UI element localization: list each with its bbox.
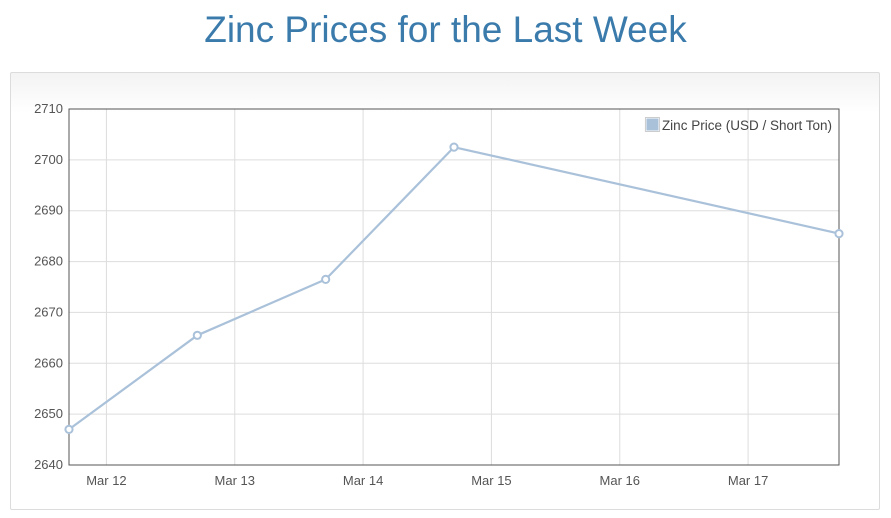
data-point[interactable]	[834, 229, 844, 239]
series-line	[68, 146, 840, 431]
x-tick-label: Mar 13	[215, 473, 255, 488]
plot-area-frame	[68, 108, 840, 466]
grid-lines	[69, 109, 839, 465]
x-tick-label: Mar 16	[600, 473, 640, 488]
chart-panel: 2640 2650 2660 2670 2680 2690 2700 2710 Mar 12 M…	[10, 72, 880, 510]
x-tick-label: Mar 12	[86, 473, 126, 488]
y-tick-label: 2700	[34, 152, 63, 167]
x-tick-label: Mar 15	[471, 473, 511, 488]
page-title: Zinc Prices for the Last Week	[204, 9, 687, 50]
y-tick-label: 2660	[34, 355, 63, 370]
y-tick-label: 2710	[34, 101, 63, 116]
x-tick-label: Mar 14	[343, 473, 383, 488]
legend-swatch	[645, 117, 660, 132]
y-tick-label: 2680	[34, 254, 63, 269]
data-point[interactable]	[64, 424, 74, 434]
legend-label: Zinc Price (USD / Short Ton)	[662, 118, 832, 133]
y-tick-label: 2690	[34, 203, 63, 218]
data-point[interactable]	[192, 330, 202, 340]
data-point[interactable]	[449, 142, 459, 152]
x-tick-label: Mar 17	[728, 473, 768, 488]
legend-swatch-border	[644, 117, 660, 132]
series-layer	[64, 142, 844, 434]
y-axis-ticks: 2640 2650 2660 2670 2680 2690 2700 2710	[34, 101, 63, 472]
data-point[interactable]	[321, 274, 331, 284]
y-tick-label: 2640	[34, 457, 63, 472]
y-tick-label: 2650	[34, 406, 63, 421]
legend[interactable]: Zinc Price (USD / Short Ton)	[644, 117, 832, 134]
x-axis-ticks: Mar 12 Mar 13 Mar 14 Mar 15 Mar 16 Mar 17	[86, 473, 768, 488]
y-tick-label: 2670	[34, 304, 63, 319]
